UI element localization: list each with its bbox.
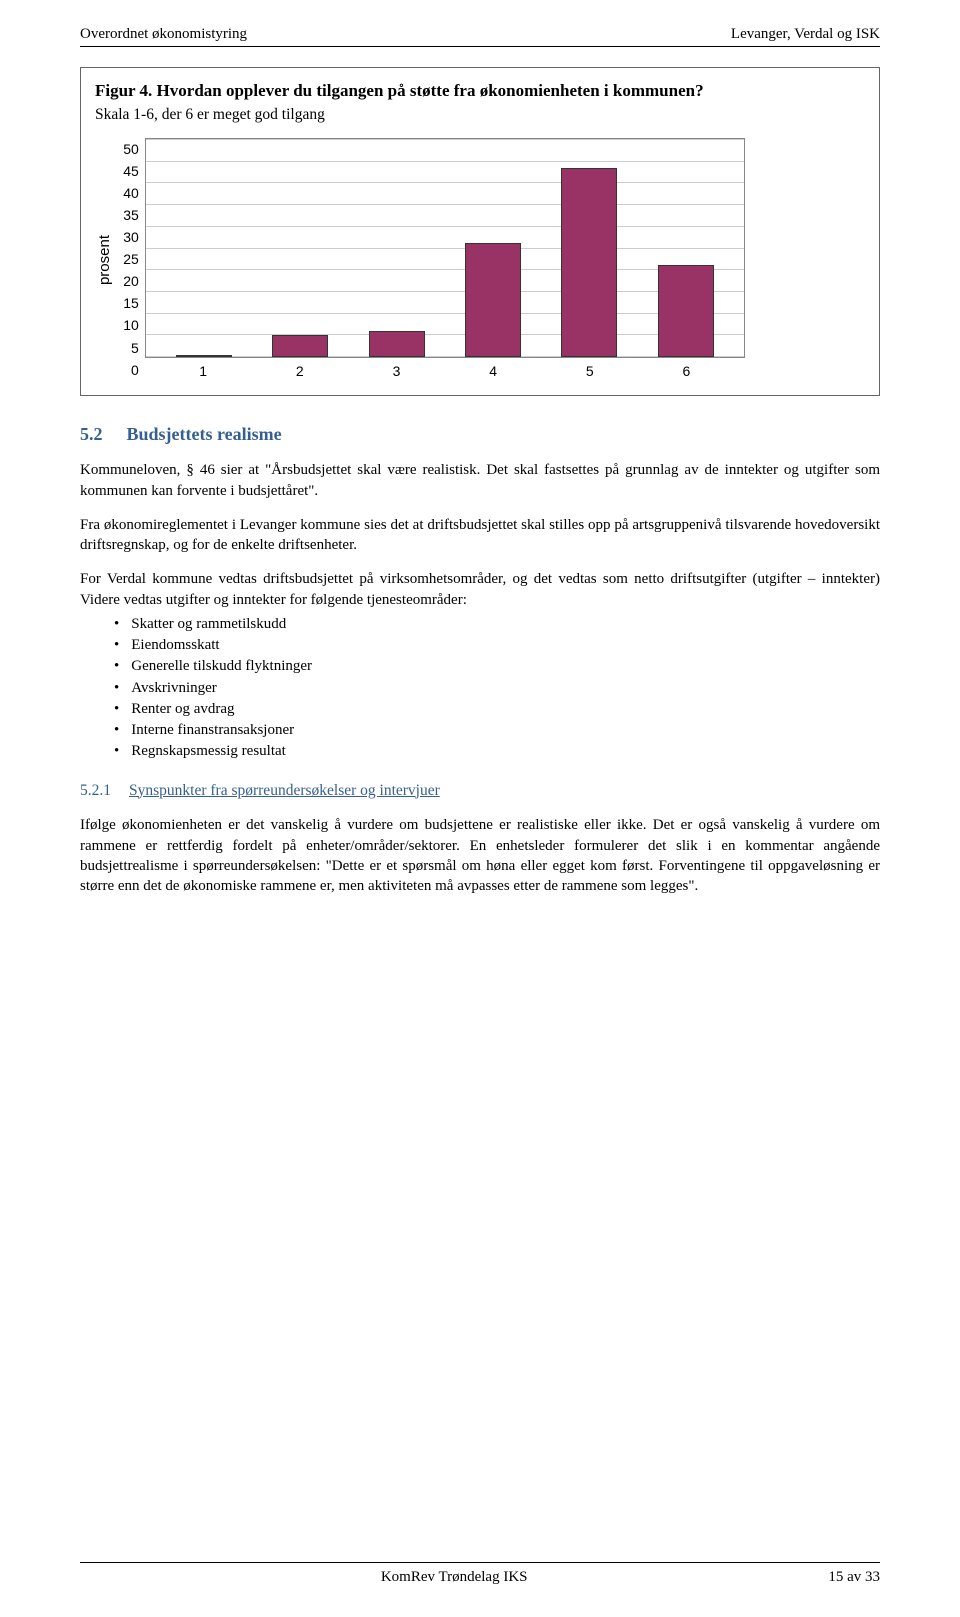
chart-ylabel: prosent xyxy=(95,235,115,285)
bullet-item: Interne finanstransaksjoner xyxy=(114,720,880,740)
ytick-label: 0 xyxy=(123,361,139,380)
bar-5 xyxy=(561,168,617,357)
bar-1 xyxy=(176,355,232,357)
xtick-label: 1 xyxy=(199,362,207,381)
section-5-2-heading: 5.2 Budsjettets realisme xyxy=(80,422,880,446)
chart-plot-area xyxy=(145,138,745,358)
section-title: Budsjettets realisme xyxy=(127,424,282,444)
bar-2 xyxy=(272,335,328,357)
subsection-number: 5.2.1 xyxy=(80,782,111,799)
xtick-label: 4 xyxy=(489,362,497,381)
section-p3: For Verdal kommune vedtas driftsbudsjett… xyxy=(80,569,880,610)
ytick-label: 45 xyxy=(123,162,139,181)
bullet-item: Skatter og rammetilskudd xyxy=(114,614,880,634)
ytick-label: 5 xyxy=(123,339,139,358)
header-right: Levanger, Verdal og ISK xyxy=(731,24,880,44)
bullet-item: Avskrivninger xyxy=(114,678,880,698)
subsection-p1: Ifølge økonomienheten er det vanskelig å… xyxy=(80,815,880,896)
ytick-label: 30 xyxy=(123,228,139,247)
page-header: Overordnet økonomistyring Levanger, Verd… xyxy=(80,24,880,47)
xtick-label: 2 xyxy=(296,362,304,381)
bullet-item: Eiendomsskatt xyxy=(114,635,880,655)
bullet-item: Regnskapsmessig resultat xyxy=(114,741,880,761)
bar-4 xyxy=(465,243,521,357)
chart-yaxis: 50454035302520151050 xyxy=(123,140,145,380)
ytick-label: 10 xyxy=(123,316,139,335)
ytick-label: 20 xyxy=(123,272,139,291)
ytick-label: 40 xyxy=(123,184,139,203)
footer-center: KomRev Trøndelag IKS xyxy=(381,1567,528,1587)
bullet-item: Renter og avdrag xyxy=(114,699,880,719)
section-p2: Fra økonomireglementet i Levanger kommun… xyxy=(80,515,880,556)
section-number: 5.2 xyxy=(80,424,103,444)
chart-subtitle: Skala 1-6, der 6 er meget god tilgang xyxy=(95,105,865,126)
bullet-list: Skatter og rammetilskuddEiendomsskattGen… xyxy=(114,614,880,763)
section-p1: Kommuneloven, § 46 sier at "Årsbudsjette… xyxy=(80,460,880,501)
bullet-item: Generelle tilskudd flyktninger xyxy=(114,656,880,676)
ytick-label: 35 xyxy=(123,206,139,225)
xtick-label: 3 xyxy=(393,362,401,381)
xtick-label: 6 xyxy=(683,362,691,381)
figure-4-chart: Figur 4. Hvordan opplever du tilgangen p… xyxy=(80,67,880,396)
footer-right: 15 av 33 xyxy=(828,1567,880,1587)
xtick-label: 5 xyxy=(586,362,594,381)
chart-title: Figur 4. Hvordan opplever du tilgangen p… xyxy=(95,80,865,103)
header-left: Overordnet økonomistyring xyxy=(80,24,247,44)
page-footer: KomRev Trøndelag IKS 15 av 33 xyxy=(80,1562,880,1587)
bar-3 xyxy=(369,331,425,357)
ytick-label: 15 xyxy=(123,294,139,313)
ytick-label: 25 xyxy=(123,250,139,269)
ytick-label: 50 xyxy=(123,140,139,159)
subsection-title: Synspunkter fra spørreundersøkelser og i… xyxy=(129,782,440,799)
bar-6 xyxy=(658,265,714,357)
subsection-5-2-1-heading: 5.2.1 Synspunkter fra spørreundersøkelser… xyxy=(80,781,880,802)
chart-xaxis: 1 2 3 4 5 6 xyxy=(145,358,745,381)
